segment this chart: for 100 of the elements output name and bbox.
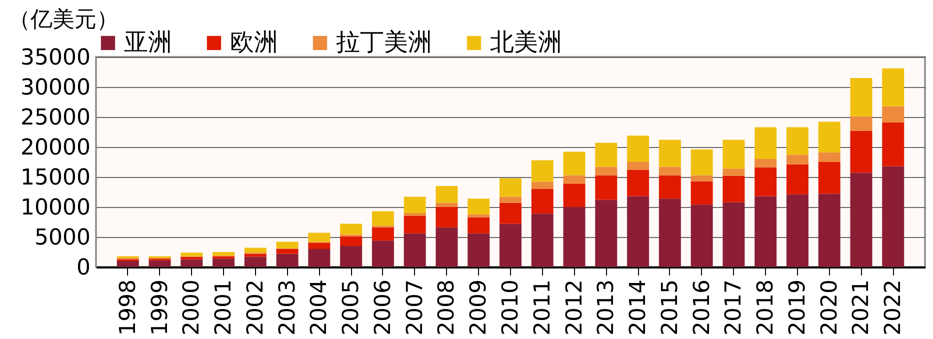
x-tick-label: 1999: [148, 280, 173, 336]
bar: [882, 68, 904, 106]
bar: [595, 175, 618, 200]
bar: [563, 175, 586, 184]
bar: [754, 196, 777, 267]
bar: [658, 175, 681, 199]
bar: [818, 194, 840, 267]
bar: [244, 254, 266, 257]
bar: [276, 254, 298, 267]
y-tick-label: 30000: [20, 76, 90, 100]
x-tick-label: 2004: [307, 280, 332, 336]
bar: [563, 207, 586, 267]
bar: [722, 202, 745, 267]
bar: [404, 233, 426, 267]
legend-label: 拉丁美洲: [336, 28, 432, 56]
y-tick-label: 20000: [20, 136, 90, 160]
bar: [180, 252, 203, 256]
y-axis-title: （亿美元）: [8, 8, 118, 32]
y-tick-label: 35000: [20, 46, 90, 70]
bar: [627, 136, 650, 162]
bar: [595, 200, 618, 267]
bar: [500, 178, 522, 197]
x-tick-label: 2002: [243, 280, 268, 336]
bar: [818, 162, 840, 194]
bar: [500, 224, 522, 267]
bar: [595, 166, 618, 176]
x-tick-label: 2011: [530, 280, 556, 336]
bar: [436, 227, 458, 267]
x-tick-label: 2015: [658, 280, 683, 336]
bar: [690, 204, 713, 267]
bar: [595, 142, 618, 167]
y-tick-label: 25000: [20, 106, 90, 130]
x-tick-label: 2006: [370, 280, 396, 336]
bar: [627, 162, 650, 170]
bar: [468, 217, 490, 234]
y-tick-label: 5000: [34, 226, 90, 250]
bar: [690, 181, 713, 205]
bar: [404, 213, 426, 216]
bar: [372, 211, 394, 226]
bar: [244, 256, 266, 267]
bar: [308, 243, 330, 249]
bar: [212, 258, 235, 267]
bar: [404, 216, 426, 234]
bar: [850, 172, 872, 267]
bar: [436, 207, 458, 228]
x-tick-label: 2021: [849, 280, 874, 336]
bar: [563, 152, 586, 176]
bar: [531, 182, 554, 189]
bar: [850, 116, 872, 131]
bar: [436, 202, 458, 207]
bar: [850, 130, 872, 173]
x-tick-label: 2013: [594, 280, 620, 336]
bar: [754, 127, 777, 159]
y-tick-label: 10000: [20, 196, 90, 220]
bar: [882, 122, 904, 166]
bar: [180, 259, 203, 267]
bar: [372, 240, 394, 267]
bar: [372, 227, 394, 241]
bar: [308, 232, 330, 242]
bar: [850, 78, 872, 116]
x-tick-label: 2008: [434, 280, 460, 336]
x-tick-label: 2020: [817, 280, 842, 336]
bar: [754, 167, 777, 196]
bar: [468, 214, 490, 218]
bar: [722, 140, 745, 169]
x-tick-label: 2012: [562, 280, 588, 336]
bar: [786, 127, 808, 155]
x-tick-label: 2005: [339, 280, 364, 336]
bar: [500, 196, 522, 203]
bar: [276, 242, 298, 248]
bar: [818, 122, 840, 152]
bar: [212, 252, 235, 256]
bar: [308, 249, 330, 267]
x-tick-label: 2018: [754, 280, 779, 336]
bar: [436, 186, 458, 203]
bar: [340, 224, 362, 235]
bar: [244, 248, 266, 253]
bar: [658, 166, 681, 176]
bar: [563, 184, 586, 207]
bar: [786, 194, 808, 267]
bar: [531, 189, 554, 214]
bar: [148, 260, 171, 267]
bar: [722, 168, 745, 176]
bar: [786, 154, 808, 164]
x-tick-label: 2010: [498, 280, 524, 336]
bar: [658, 198, 681, 267]
x-tick-label: 2001: [212, 280, 237, 336]
x-tick-label: 2003: [275, 280, 300, 336]
bar: [531, 214, 554, 267]
x-tick-label: 1998: [116, 280, 141, 336]
bar: [690, 175, 713, 182]
bar: [500, 202, 522, 224]
x-tick-label: 2016: [690, 280, 715, 336]
x-tick-label: 2009: [466, 280, 492, 336]
bar: [690, 149, 713, 176]
bar: [882, 106, 904, 122]
bar: [818, 152, 840, 162]
x-tick-label: 2017: [722, 280, 747, 336]
x-tick-label: 2000: [180, 280, 205, 336]
x-tick-label: 2014: [626, 280, 652, 336]
